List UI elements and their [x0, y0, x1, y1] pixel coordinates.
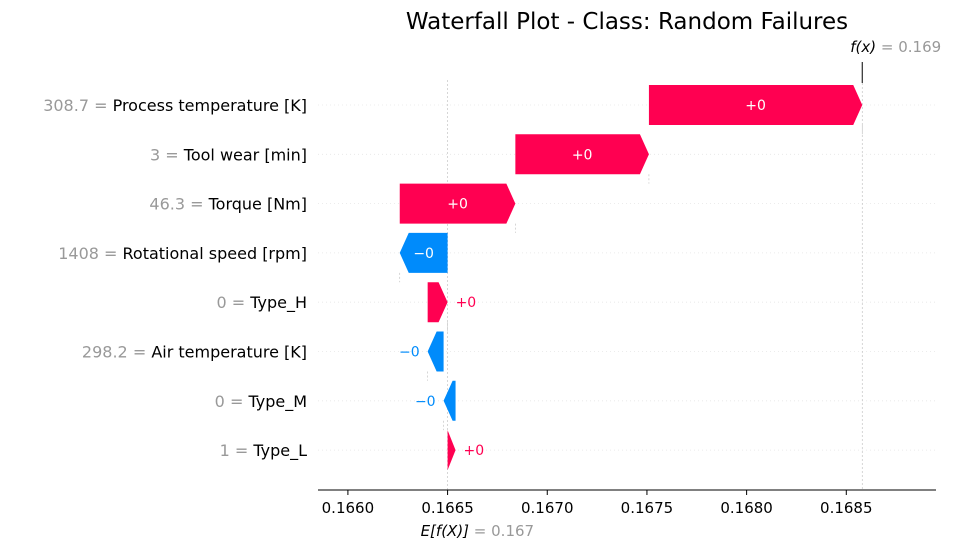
x-tick-label: 0.1665 [421, 499, 474, 517]
feature-name: Process temperature [K] [113, 96, 307, 115]
feature-name: Air temperature [K] [151, 343, 307, 362]
base-value-symbol: E[f(X)] [421, 522, 474, 540]
feature-value: 0 = [215, 392, 249, 411]
bar-value-label: +0 [572, 147, 593, 163]
output-value-text: = 0.169 [881, 38, 941, 56]
x-tick-label: 0.1675 [621, 499, 674, 517]
feature-name: Torque [Nm] [208, 195, 307, 214]
output-value-symbol: f(x) [850, 38, 881, 56]
feature-value: 308.7 = [43, 96, 112, 115]
feature-value: 1408 = [58, 244, 122, 263]
x-tick-label: 0.1660 [322, 499, 375, 517]
feature-label: 3 = Tool wear [min] [150, 145, 307, 164]
waterfall-bar [443, 380, 456, 421]
x-tick-label: 0.1670 [521, 499, 574, 517]
feature-name: Rotational speed [rpm] [123, 244, 307, 263]
feature-label: 0 = Type_H [216, 293, 307, 313]
feature-name: Tool wear [min] [183, 145, 307, 164]
x-tick-label: 0.1680 [720, 499, 773, 517]
chart-title: Waterfall Plot - Class: Random Failures [406, 9, 848, 35]
feature-value: 1 = [220, 441, 254, 460]
feature-label: 1 = Type_L [220, 441, 308, 461]
x-tick-label: 0.1685 [820, 499, 873, 517]
bar-value-label: +0 [464, 443, 485, 459]
waterfall-bar [648, 85, 863, 125]
bar-value-label: +0 [456, 295, 477, 311]
feature-label: 308.7 = Process temperature [K] [43, 96, 307, 115]
feature-value: 0 = [216, 293, 250, 312]
feature-label: 1408 = Rotational speed [rpm] [58, 244, 307, 263]
base-value-text: = 0.167 [474, 522, 534, 540]
feature-label: 46.3 = Torque [Nm] [149, 195, 307, 214]
waterfall-bar [515, 134, 649, 175]
feature-labels: 308.7 = Process temperature [K] 3 = Tool … [43, 96, 307, 461]
bar-value-label: +0 [447, 197, 468, 213]
bar-value-label: +0 [745, 98, 766, 114]
waterfall-bar [399, 183, 516, 224]
output-value-annotation: f(x) = 0.169 [850, 38, 941, 56]
x-axis: 0.1660 0.1665 0.1670 0.1675 0.1680 0.1685 [318, 489, 936, 517]
bar-value-label: −0 [399, 345, 420, 361]
bars-group: +0 +0 +0 −0 +0 −0 −0 +0 [399, 85, 863, 471]
base-value-annotation: E[f(X)] = 0.167 [421, 522, 535, 540]
feature-value: 46.3 = [149, 195, 208, 214]
value-annotations: f(x) = 0.169 E[f(X)] = 0.167 [421, 38, 942, 540]
feature-label: 0 = Type_M [215, 392, 307, 412]
feature-name: Type_M [247, 392, 307, 412]
bar-value-label: −0 [413, 246, 434, 262]
bar-value-label: −0 [415, 394, 436, 410]
feature-value: 3 = [150, 145, 184, 164]
waterfall-bar [427, 331, 444, 372]
feature-value: 298.2 = [82, 343, 151, 362]
waterfall-bar [427, 282, 448, 323]
connector-guides [399, 62, 863, 490]
feature-name: Type_H [249, 293, 307, 313]
feature-label: 298.2 = Air temperature [K] [82, 343, 307, 362]
feature-name: Type_L [252, 441, 307, 461]
waterfall-bar [447, 430, 456, 471]
waterfall-bar [399, 232, 448, 273]
